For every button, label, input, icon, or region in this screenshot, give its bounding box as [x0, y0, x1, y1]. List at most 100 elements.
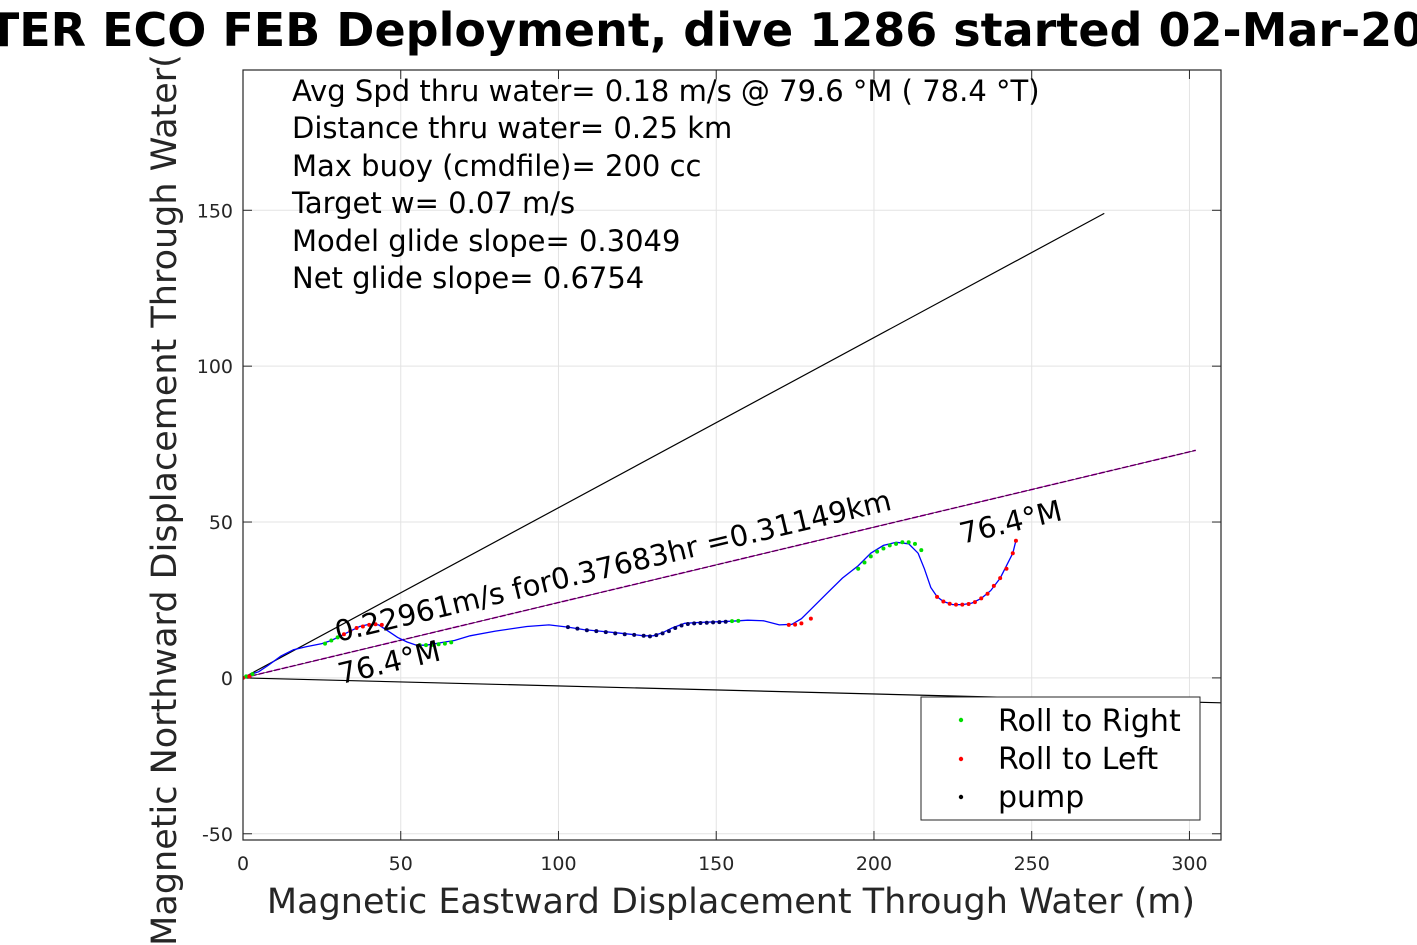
- pump-marker: [613, 631, 618, 636]
- chart-annotations: 0.22961m/s for0.37683hr =0.31149km 76.4°M…: [331, 483, 1065, 691]
- x-tick-label: 50: [389, 853, 413, 875]
- roll-left-marker: [348, 629, 353, 634]
- roll-left-marker: [979, 596, 984, 601]
- roll-right-marker: [906, 540, 911, 545]
- roll-left-marker: [941, 599, 946, 604]
- info-text-block: Avg Spd thru water= 0.18 m/s @ 79.6 °M (…: [291, 74, 1040, 295]
- roll-right-marker: [436, 642, 441, 647]
- roll-left-marker: [935, 594, 940, 599]
- roll-left-marker: [341, 632, 346, 637]
- legend-label-roll-right: Roll to Right: [998, 704, 1181, 739]
- roll-left-marker: [1010, 551, 1015, 556]
- roll-left-marker: [786, 622, 791, 627]
- x-tick-label: 100: [540, 853, 576, 875]
- roll-left-marker: [360, 624, 365, 629]
- info-target-w: Target w= 0.07 m/s: [291, 186, 575, 220]
- pump-marker: [641, 633, 646, 638]
- y-tick-label: 50: [209, 512, 233, 534]
- roll-left-marker: [793, 622, 798, 627]
- x-tick-label: 150: [698, 853, 734, 875]
- x-tick-label: 0: [237, 853, 249, 875]
- pump-marker: [622, 632, 627, 637]
- roll-right-marker: [730, 619, 734, 624]
- info-distance: Distance thru water= 0.25 km: [292, 111, 732, 145]
- roll-right-marker: [423, 643, 428, 648]
- roll-left-marker: [808, 616, 813, 621]
- info-max-buoy: Max buoy (cmdfile)= 200 cc: [292, 149, 701, 183]
- pump-marker: [679, 623, 684, 628]
- roll-left-marker: [1013, 538, 1018, 543]
- x-axis-label: Magnetic Eastward Displacement Through W…: [267, 882, 1195, 922]
- roll-left-marker: [960, 602, 965, 607]
- roll-left-marker: [985, 591, 990, 596]
- legend-label-roll-left: Roll to Left: [998, 742, 1158, 777]
- roll-right-marker: [868, 554, 873, 559]
- info-net-glide-slope: Net glide slope= 0.6754: [292, 261, 644, 295]
- roll-left-marker: [354, 626, 359, 631]
- y-tick-label: 0: [221, 668, 233, 690]
- pump-marker: [660, 631, 665, 636]
- roll-right-marker: [900, 540, 905, 545]
- pump-marker: [692, 621, 697, 626]
- roll-left-marker: [799, 621, 804, 626]
- roll-left-marker: [966, 602, 971, 607]
- legend: Roll to Right Roll to Left pump: [920, 696, 1201, 821]
- roll-right-marker: [449, 640, 454, 645]
- roll-right-marker: [881, 546, 886, 551]
- roll-right-marker: [335, 635, 340, 640]
- pump-marker: [717, 620, 722, 625]
- roll-right-marker: [417, 643, 422, 648]
- annotation-heading-end: 76.4°M: [956, 493, 1065, 550]
- roll-right-marker: [430, 642, 435, 647]
- roll-right-marker: [244, 674, 249, 679]
- pump-marker: [603, 630, 608, 635]
- roll-left-marker: [379, 622, 384, 627]
- legend-marker-roll-left: [958, 756, 964, 762]
- roll-left-marker: [947, 601, 952, 606]
- roll-right-marker: [875, 549, 880, 554]
- pump-marker: [685, 621, 690, 626]
- pump-marker: [673, 626, 678, 631]
- pump-marker: [575, 626, 580, 631]
- pump-marker: [584, 628, 589, 633]
- roll-left-marker: [998, 576, 1003, 581]
- y-tick-label: 100: [197, 356, 233, 378]
- pump-marker: [704, 620, 709, 625]
- roll-right-marker: [442, 641, 447, 646]
- info-model-glide-slope: Model glide slope= 0.3049: [292, 224, 680, 258]
- roll-right-marker: [887, 543, 892, 548]
- grid-lines: [242, 70, 1221, 840]
- pump-marker: [666, 629, 671, 634]
- roll-right-marker: [894, 541, 899, 546]
- info-avg-speed: Avg Spd thru water= 0.18 m/s @ 79.6 °M (…: [292, 74, 1040, 108]
- pump-marker: [594, 629, 599, 634]
- plot-area-frame: [242, 69, 1222, 841]
- annotation-speed-distance: 0.22961m/s for0.37683hr =0.31149km: [331, 483, 894, 649]
- roll-left-marker: [1004, 566, 1009, 571]
- y-tick-label: 150: [197, 200, 233, 222]
- roll-left-marker: [972, 600, 977, 605]
- chart-title: TER ECO FEB Deployment, dive 1286 starte…: [0, 3, 1417, 57]
- pump-marker: [654, 633, 659, 638]
- roll-right-marker: [862, 560, 867, 565]
- glide-bound-line: [243, 212, 1105, 679]
- roll-left-marker: [991, 583, 996, 588]
- roll-left-marker: [953, 602, 958, 607]
- roll-right-marker: [912, 541, 917, 546]
- pump-marker: [565, 625, 570, 630]
- roll-left-marker: [367, 622, 372, 627]
- pump-marker: [698, 621, 703, 626]
- y-tick-label: -50: [202, 824, 233, 846]
- y-axis-label: Magnetic Northward Displacement Through …: [145, 54, 185, 945]
- marker-series: [243, 538, 1018, 680]
- x-tick-label: 300: [1171, 853, 1207, 875]
- x-tick-label: 250: [1014, 853, 1050, 875]
- roll-right-marker: [736, 618, 741, 623]
- roll-right-marker: [856, 566, 861, 571]
- legend-box: [920, 696, 1201, 821]
- pump-marker: [647, 634, 652, 639]
- roll-right-marker: [329, 638, 334, 643]
- legend-marker-pump: [958, 794, 964, 800]
- pump-marker: [723, 619, 728, 624]
